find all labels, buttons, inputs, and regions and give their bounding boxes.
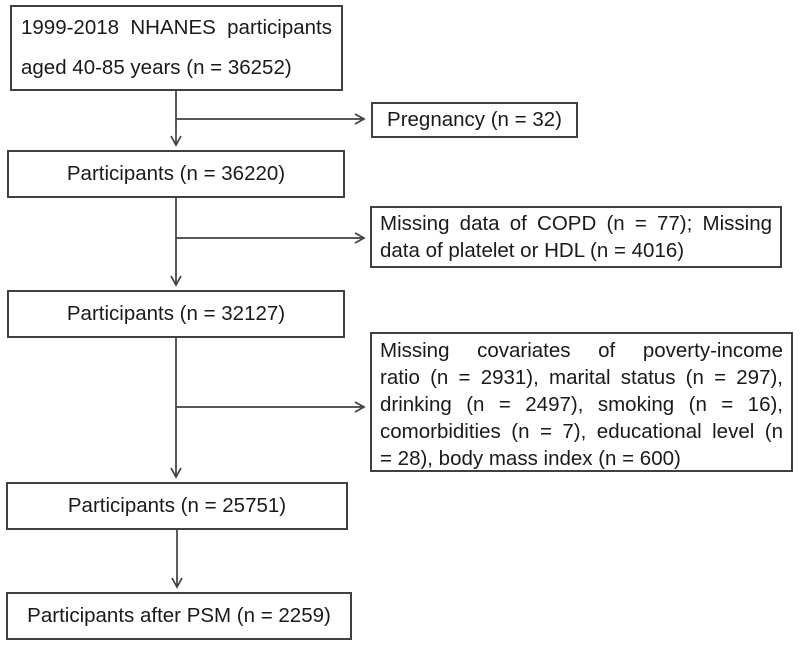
box-participants-25751: Participants (n = 25751) xyxy=(6,482,348,530)
text-line: drinking (n = 2497), smoking (n = 16), xyxy=(380,393,783,416)
box-excluded-missing-data: Missing data of COPD (n = 77); Missing da… xyxy=(370,206,782,268)
text-line: = 28), body mass index (n = 600) xyxy=(380,447,681,470)
text-line: comorbidities (n = 7), educational level… xyxy=(380,420,783,443)
text-line: data of platelet or HDL (n = 4016) xyxy=(380,239,685,262)
text-line: Missing covariates of poverty-income xyxy=(380,339,783,362)
box-participants-after-psm: Participants after PSM (n = 2259) xyxy=(6,592,352,640)
text-line: 1999-2018 NHANES participants xyxy=(21,16,332,39)
text-line: ratio (n = 2931), marital status (n = 29… xyxy=(380,366,783,389)
box-excluded-missing-covariates: Missing covariates of poverty-income rati… xyxy=(370,332,793,472)
box-participants-32127: Participants (n = 32127) xyxy=(7,290,345,338)
text-line: aged 40-85 years (n = 36252) xyxy=(21,56,292,79)
box-participants-36220: Participants (n = 36220) xyxy=(7,150,345,198)
text-line: Missing data of COPD (n = 77); Missing xyxy=(380,212,772,235)
box-excluded-pregnancy: Pregnancy (n = 32) xyxy=(371,102,578,138)
box-nhanes-participants: 1999-2018 NHANES participants aged 40-85 … xyxy=(10,5,343,91)
